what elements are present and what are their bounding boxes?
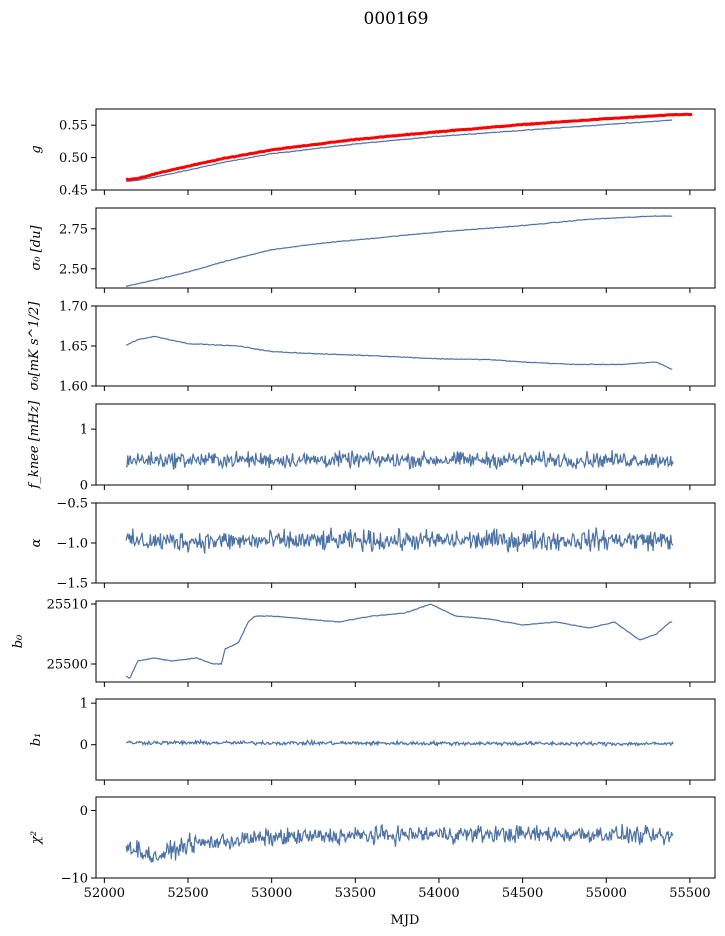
y-tick-label-chi2: 0: [80, 804, 88, 819]
x-tick-label: 52000: [84, 886, 125, 901]
series-line-alpha-0: [125, 527, 674, 554]
panel-sigma0_mk: 1.60 1.65 1.70 σ₀[mK s^1/2]: [27, 300, 716, 395]
x-tick-label: 55000: [586, 886, 627, 901]
y-tick-label-sigma0_du: 2.50: [59, 262, 88, 277]
x-tick-label: 54000: [418, 886, 459, 901]
y-axis-label-g: g: [29, 145, 44, 153]
y-axis-label-b1: b₁: [29, 733, 44, 747]
panel-stack: 0.45 0.50 0.55 g 2.50 2.75 σ₀ [du] 1.60 1.65 1.70…: [11, 108, 716, 901]
x-tick-label: 52500: [167, 886, 208, 901]
series-line-sigma0_du-0: [125, 215, 673, 288]
y-tick-label-fknee: 0: [80, 479, 88, 494]
y-tick-label-chi2: −10: [61, 872, 88, 887]
series-line-fknee-0: [125, 450, 674, 471]
y-tick-label-g: 0.55: [59, 119, 88, 134]
y-tick-label-alpha: −0.5: [56, 497, 88, 512]
y-axis-label-alpha: α: [29, 538, 44, 547]
axes-frame-b1: [95, 698, 716, 781]
panel-b1: 0 1 b₁: [29, 697, 716, 785]
series-line-chi2-0: [125, 823, 674, 863]
x-tick-label: 53500: [335, 886, 376, 901]
y-tick-label-b1: 1: [80, 697, 88, 712]
x-tick-label: 54500: [502, 886, 543, 901]
y-tick-label-b0: 25510: [47, 598, 88, 613]
y-tick-label-sigma0_mk: 1.65: [59, 340, 88, 355]
y-axis-label-sigma0_du: σ₀ [du]: [29, 225, 44, 271]
panel-alpha: −1.5 −1.0 −0.5 α: [29, 497, 716, 592]
axes-frame-sigma0_du: [95, 207, 716, 289]
axes-frame-g: [95, 108, 716, 191]
y-tick-label-b1: 0: [80, 738, 88, 753]
x-tick-label: 53000: [251, 886, 292, 901]
series-line-sigma0_mk-0: [126, 335, 673, 370]
series-line-g-1: [125, 112, 693, 182]
y-tick-label-sigma0_mk: 1.70: [59, 300, 88, 315]
figure-title: 000169: [364, 9, 429, 29]
panel-g: 0.45 0.50 0.55 g: [29, 108, 716, 199]
panel-chi2: −10 0 52000 52500 53000 53500 54000 54500 55000 5…: [29, 796, 716, 901]
axes-frame-sigma0_mk: [95, 305, 716, 387]
series-line-b0-0: [125, 603, 673, 679]
axes-frame-chi2: [95, 796, 716, 879]
panel-b0: 25500 25510 b₀: [11, 598, 716, 687]
y-tick-label-b0: 25500: [47, 658, 88, 673]
y-tick-label-g: 0.45: [59, 184, 88, 199]
y-tick-label-sigma0_mk: 1.60: [59, 380, 88, 395]
y-axis-label-fknee: f_knee [mHz]: [27, 400, 42, 490]
y-axis-label-b0: b₀: [11, 634, 26, 648]
axes-frame-b0: [95, 600, 716, 683]
y-axis-label-chi2: χ²: [29, 831, 44, 845]
y-tick-label-fknee: 1: [80, 423, 88, 438]
y-tick-label-g: 0.50: [59, 151, 88, 166]
y-axis-label-sigma0_mk: σ₀[mK s^1/2]: [27, 301, 42, 391]
series-line-b1-0: [126, 738, 674, 748]
series-line-g-0: [125, 119, 673, 183]
y-tick-label-alpha: −1.0: [56, 537, 88, 552]
y-tick-label-alpha: −1.5: [56, 577, 88, 592]
panel-sigma0_du: 2.50 2.75 σ₀ [du]: [29, 207, 716, 293]
panel-fknee: 0 1 f_knee [mHz]: [27, 400, 716, 494]
axes-frame-fknee: [95, 403, 716, 486]
y-tick-label-sigma0_du: 2.75: [59, 222, 88, 237]
x-axis-label: MJD: [391, 913, 420, 928]
x-tick-label: 55500: [669, 886, 710, 901]
